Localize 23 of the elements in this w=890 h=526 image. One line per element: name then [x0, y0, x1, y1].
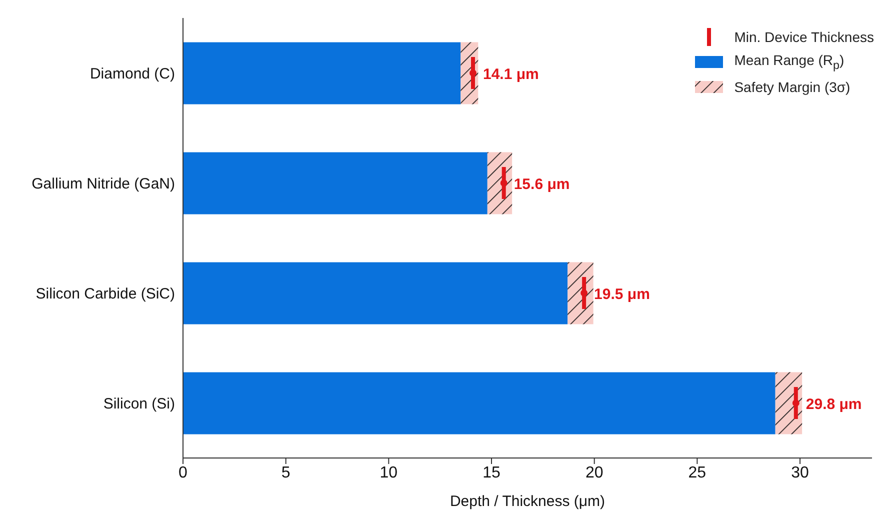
point: [792, 400, 800, 406]
x-tick-label: 5: [281, 464, 290, 482]
x-tick-label: 20: [585, 464, 604, 482]
y-tick-label: Gallium Nitride (GaN): [32, 175, 175, 192]
x-tick-label: 0: [178, 464, 188, 482]
x-tick-label: 25: [688, 464, 706, 482]
legend-label: Mean Range (R$_{p}$): [734, 52, 844, 72]
x-tick-label: 30: [791, 464, 810, 482]
y-tick-label: Diamond (C): [90, 65, 175, 82]
point: [580, 290, 588, 296]
legend-label: Min. Device Thickness: [734, 28, 874, 44]
y-tick-label: Silicon (Si): [103, 395, 175, 412]
data-label: 14.1 μm: [482, 66, 539, 83]
data-label: 19.5 μm: [594, 286, 650, 303]
x-tick-label: 10: [380, 464, 398, 482]
x-axis-title: Depth / Thickness (μm): [450, 493, 606, 510]
legend-label: Safety Margin (3σ): [734, 78, 850, 94]
data-label: 29.8 μm: [806, 396, 862, 413]
point: [469, 70, 476, 76]
x-tick-label: 15: [482, 464, 501, 482]
data-label: 15.6 μm: [514, 176, 570, 193]
point: [500, 180, 508, 186]
y-tick-label: Silicon Carbide (SiC): [36, 285, 175, 302]
